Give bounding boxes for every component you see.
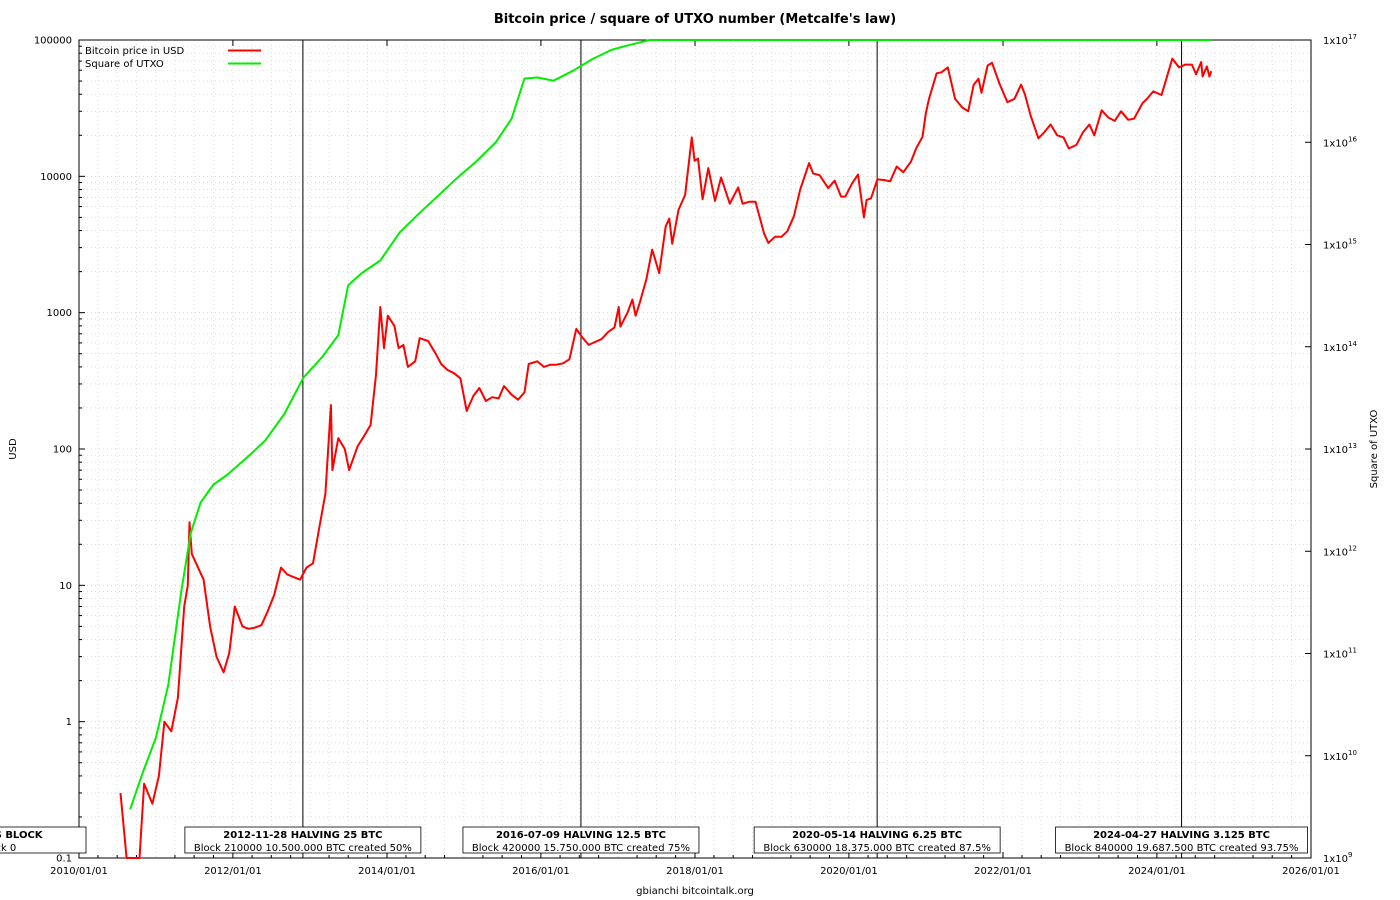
halving-detail: Block 420000 15.750.000 BTC created 75% [472,843,690,854]
halving-title: 2020-05-14 HALVING 6.25 BTC [792,830,962,841]
halving-detail: Block 210000 10.500.000 BTC created 50% [194,843,412,854]
legend: Bitcoin price in USD Square of UTXO [85,46,261,70]
halving-annotation: 2020-05-14 HALVING 6.25 BTC Block 630000 … [753,826,1001,854]
halving-box [184,826,422,854]
x-tick-label: 2022/01/01 [974,866,1032,877]
halving-annotation: GENESIS BLOCK Block 0 [0,826,87,854]
price-line [119,57,1213,859]
chart-title: Bitcoin price / square of UTXO number (M… [494,12,896,27]
y2-tick-label: 1x1012 [1323,544,1357,558]
x-tick-label: 2026/01/01 [1282,866,1340,877]
series-layer [119,39,1213,859]
halving-title: 2012-11-28 HALVING 25 BTC [223,830,382,841]
y-axis-label: USD [8,438,19,460]
utxo-line [129,39,1212,810]
halving-annotation: 2012-11-28 HALVING 25 BTC Block 210000 10… [184,826,422,854]
halving-box [0,826,87,854]
y-tick-label: 10 [59,581,72,592]
footer-credit: gbianchi bitcointalk.org [636,886,754,897]
halving-annotations: GENESIS BLOCK Block 0 2012-11-28 HALVING 2… [0,826,1308,854]
legend-label: Bitcoin price in USD [85,46,184,57]
halving-annotation: 2024-04-27 HALVING 3.125 BTC Block 840000… [1055,826,1308,854]
y2-tick-label: 1x1016 [1323,135,1357,149]
x-tick-label: 2020/01/01 [820,866,878,877]
x-tick-label: 2016/01/01 [512,866,570,877]
y2-tick-label: 1x1017 [1323,33,1357,47]
y2-tick-label: 1x1013 [1323,442,1357,456]
y-tick-label: 10000 [40,172,72,183]
y2-tick-label: 1x109 [1323,851,1352,865]
legend-label: Square of UTXO [85,59,164,70]
halving-detail: Block 630000 18.375.000 BTC created 87.5… [763,843,991,854]
y-tick-label: 1 [66,717,72,728]
x-tick-label: 2024/01/01 [1128,866,1186,877]
halving-box [462,826,700,854]
y-tick-label: 0.1 [56,854,72,865]
x-tick-label: 2012/01/01 [204,866,262,877]
x-tick-label: 2014/01/01 [358,866,416,877]
y2-tick-label: 1x1014 [1323,340,1357,354]
halving-lines [302,40,1183,858]
grid-lines [79,40,1311,858]
y2-axis-label: Square of UTXO [1369,410,1380,489]
halving-detail: Block 0 [0,843,16,854]
y-tick-label: 1000 [47,308,72,319]
x-tick-label: 2010/01/01 [50,866,108,877]
halving-detail: Block 840000 19.687.500 BTC created 93.7… [1065,843,1299,854]
halving-title: 2024-04-27 HALVING 3.125 BTC [1093,830,1270,841]
halving-box [753,826,1001,854]
halving-annotation: 2016-07-09 HALVING 12.5 BTC Block 420000 … [462,826,700,854]
halving-title: GENESIS BLOCK [0,830,44,841]
y-tick-label: 100000 [34,36,72,47]
y2-tick-label: 1x1015 [1323,238,1357,252]
y-tick-label: 100 [53,445,72,456]
halving-box [1055,826,1308,854]
x-tick-label: 2018/01/01 [666,866,724,877]
halving-title: 2016-07-09 HALVING 12.5 BTC [496,830,666,841]
y2-tick-label: 1x1011 [1323,647,1357,661]
y2-tick-label: 1x1010 [1323,749,1357,763]
